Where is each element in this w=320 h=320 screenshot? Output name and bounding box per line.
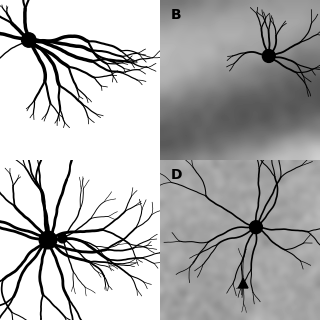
Circle shape [21,33,36,47]
Circle shape [250,221,262,234]
Circle shape [39,231,57,249]
Polygon shape [238,278,248,288]
Text: D: D [171,168,183,182]
Circle shape [58,234,67,243]
Circle shape [262,50,275,62]
Text: B: B [171,8,182,22]
